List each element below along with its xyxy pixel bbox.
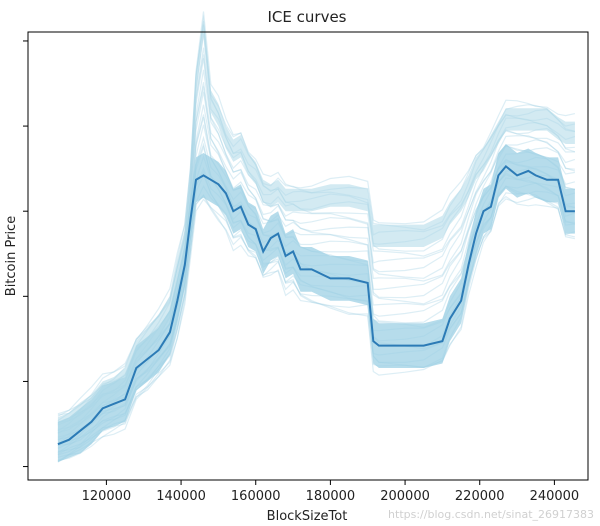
chart-title: ICE curves [268, 8, 347, 26]
x-axis-label: BlockSizeTot [267, 509, 348, 524]
ice-lines [57, 165, 575, 446]
x-axis: 120000 140000 160000 180000 200000 220000 2400… [82, 480, 580, 504]
y-axis [23, 40, 28, 468]
average-ice-line [57, 165, 575, 446]
x-tick-label: 200000 [380, 489, 430, 504]
x-tick-label: 240000 [530, 489, 580, 504]
x-tick-label: 160000 [231, 489, 281, 504]
ice-curve [57, 192, 576, 461]
x-tick-label: 140000 [156, 489, 206, 504]
y-axis-label: Bitcoin Price [4, 216, 19, 296]
ice-bands [57, 11, 576, 463]
x-tick-label: 220000 [455, 489, 505, 504]
ice-curve [57, 11, 576, 417]
ice-dense-band [57, 144, 575, 463]
ice-curve [57, 173, 576, 455]
x-tick-label: 120000 [82, 489, 132, 504]
ice-curve [57, 185, 575, 462]
watermark: https://blog.csdn.net/sinat_26917383 [388, 508, 594, 521]
ice-curve [57, 195, 576, 463]
ice-upper-band [57, 14, 575, 440]
ice-curve [57, 194, 576, 458]
x-tick-label: 180000 [306, 489, 356, 504]
ice-curve [57, 166, 576, 456]
plot-frame [27, 31, 589, 481]
